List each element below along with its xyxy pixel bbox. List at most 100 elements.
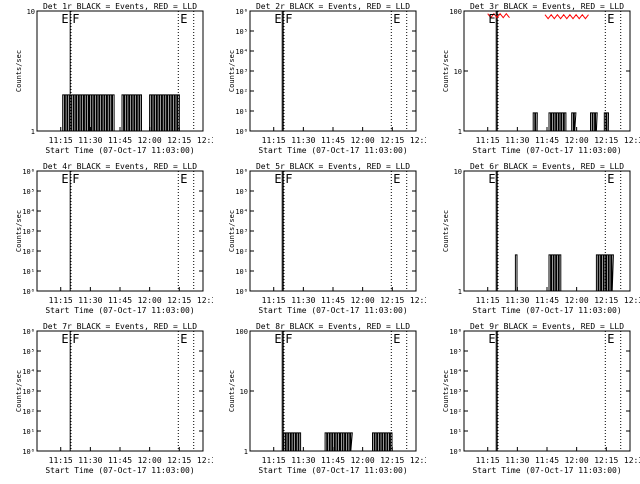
chart-title: Det 2r BLACK = Events, RED = LLD	[256, 2, 410, 11]
x-axis-label: Start Time (07-Oct-17 11:03:00)	[472, 306, 621, 315]
event-marker-label: E	[607, 332, 614, 346]
y-tick-label: 10³	[22, 228, 35, 236]
x-tick-label: 12:30	[624, 136, 640, 145]
event-marker-label: E	[488, 172, 495, 186]
x-tick-label: 11:45	[108, 136, 132, 145]
event-marker-label: F	[285, 332, 292, 346]
x-tick-label: 12:00	[138, 136, 162, 145]
y-tick-label: 10⁵	[22, 348, 35, 356]
event-marker-label: F	[72, 172, 79, 186]
x-tick-label: 12:15	[594, 296, 618, 305]
x-tick-label: 12:15	[380, 296, 404, 305]
x-axis-label: Start Time (07-Oct-17 11:03:00)	[258, 306, 407, 315]
x-tick-label: 12:30	[624, 296, 640, 305]
event-marker-label: F	[285, 12, 292, 26]
x-tick-label: 12:15	[167, 296, 191, 305]
event-marker-label: E	[180, 172, 187, 186]
y-tick-label: 10⁶	[22, 328, 35, 336]
x-tick-label: 11:45	[535, 296, 559, 305]
y-tick-label: 10⁴	[22, 368, 35, 376]
y-tick-label: 10⁵	[22, 188, 35, 196]
y-tick-label: 1	[244, 448, 248, 456]
event-marker-label: E	[393, 332, 400, 346]
event-marker-label: E	[61, 12, 68, 26]
y-tick-label: 10⁴	[235, 48, 248, 56]
x-tick-label: 11:30	[78, 296, 102, 305]
y-tick-label: 100	[449, 8, 462, 16]
x-tick-label: 11:15	[49, 136, 73, 145]
x-tick-label: 11:45	[535, 136, 559, 145]
event-marker-label: E	[180, 332, 187, 346]
y-tick-label: 10²	[235, 88, 248, 96]
y-tick-label: 10⁴	[235, 208, 248, 216]
y-tick-label: 10¹	[235, 268, 248, 276]
x-tick-label: 12:30	[197, 136, 213, 145]
x-tick-label: 12:30	[410, 456, 426, 465]
detector-panel: Det 4r BLACK = Events, RED = LLD E F E 10⁰ 10…	[13, 160, 221, 320]
y-axis-label: Counts/sec	[15, 210, 23, 252]
x-tick-label: 12:30	[410, 296, 426, 305]
x-tick-label: 12:00	[138, 456, 162, 465]
event-marker-label: E	[61, 332, 68, 346]
x-axis-label: Start Time (07-Oct-17 11:03:00)	[45, 146, 194, 155]
x-tick-label: 11:45	[535, 456, 559, 465]
event-marker-label: E	[274, 332, 281, 346]
y-tick-label: 10⁰	[22, 448, 35, 456]
detector-panel: Det 9r BLACK = Events, RED = LLD E E 10⁰ 10¹…	[440, 320, 640, 480]
x-tick-label: 11:15	[262, 136, 286, 145]
events-trace	[595, 254, 614, 292]
chart-title: Det 1r BLACK = Events, RED = LLD	[43, 2, 197, 11]
x-tick-label: 11:15	[476, 296, 500, 305]
events-trace	[372, 432, 393, 452]
y-tick-label: 10	[27, 8, 35, 16]
y-axis-label: Counts/sec	[442, 50, 450, 92]
y-axis-label: Counts/sec	[228, 370, 236, 412]
x-tick-label: 12:15	[380, 456, 404, 465]
x-tick-label: 12:30	[410, 136, 426, 145]
y-tick-label: 10³	[449, 388, 462, 396]
x-tick-label: 11:30	[78, 136, 102, 145]
y-tick-label: 10⁰	[449, 448, 462, 456]
events-trace	[548, 112, 567, 132]
events-trace	[71, 94, 115, 132]
x-tick-label: 12:15	[594, 136, 618, 145]
y-tick-label: 10⁰	[235, 128, 248, 136]
x-axis-label: Start Time (07-Oct-17 11:03:00)	[472, 146, 621, 155]
detector-panel: Det 8r BLACK = Events, RED = LLD E F E 1 10 10…	[226, 320, 434, 480]
event-marker-label: E	[393, 172, 400, 186]
x-tick-label: 11:30	[505, 136, 529, 145]
y-tick-label: 10²	[22, 408, 35, 416]
y-tick-label: 10⁵	[235, 188, 248, 196]
event-marker-label: E	[274, 172, 281, 186]
events-trace	[324, 432, 353, 452]
x-tick-label: 11:45	[321, 456, 345, 465]
chart-title: Det 4r BLACK = Events, RED = LLD	[43, 162, 197, 171]
event-marker-label: E	[180, 12, 187, 26]
y-axis-label: Counts/sec	[15, 50, 23, 92]
lld-trace	[544, 13, 589, 20]
event-marker-label: F	[285, 172, 292, 186]
x-tick-label: 12:00	[351, 456, 375, 465]
event-marker-label: E	[607, 12, 614, 26]
x-tick-label: 12:15	[167, 456, 191, 465]
y-tick-label: 10⁵	[449, 348, 462, 356]
detector-panel: Det 2r BLACK = Events, RED = LLD E F E 10⁰ 10…	[226, 0, 434, 160]
x-tick-label: 11:15	[262, 456, 286, 465]
x-tick-label: 12:15	[167, 136, 191, 145]
y-tick-label: 10⁶	[235, 168, 248, 176]
y-tick-label: 10⁶	[235, 8, 248, 16]
y-tick-label: 10⁴	[22, 208, 35, 216]
y-tick-label: 10⁴	[449, 368, 462, 376]
x-tick-label: 12:15	[594, 456, 618, 465]
events-trace	[149, 94, 180, 132]
y-tick-label: 1	[31, 128, 35, 136]
x-tick-label: 12:30	[624, 456, 640, 465]
y-tick-label: 10⁵	[235, 28, 248, 36]
detector-panel: Det 5r BLACK = Events, RED = LLD E F E 10⁰ 10…	[226, 160, 434, 320]
events-trace	[514, 254, 518, 292]
